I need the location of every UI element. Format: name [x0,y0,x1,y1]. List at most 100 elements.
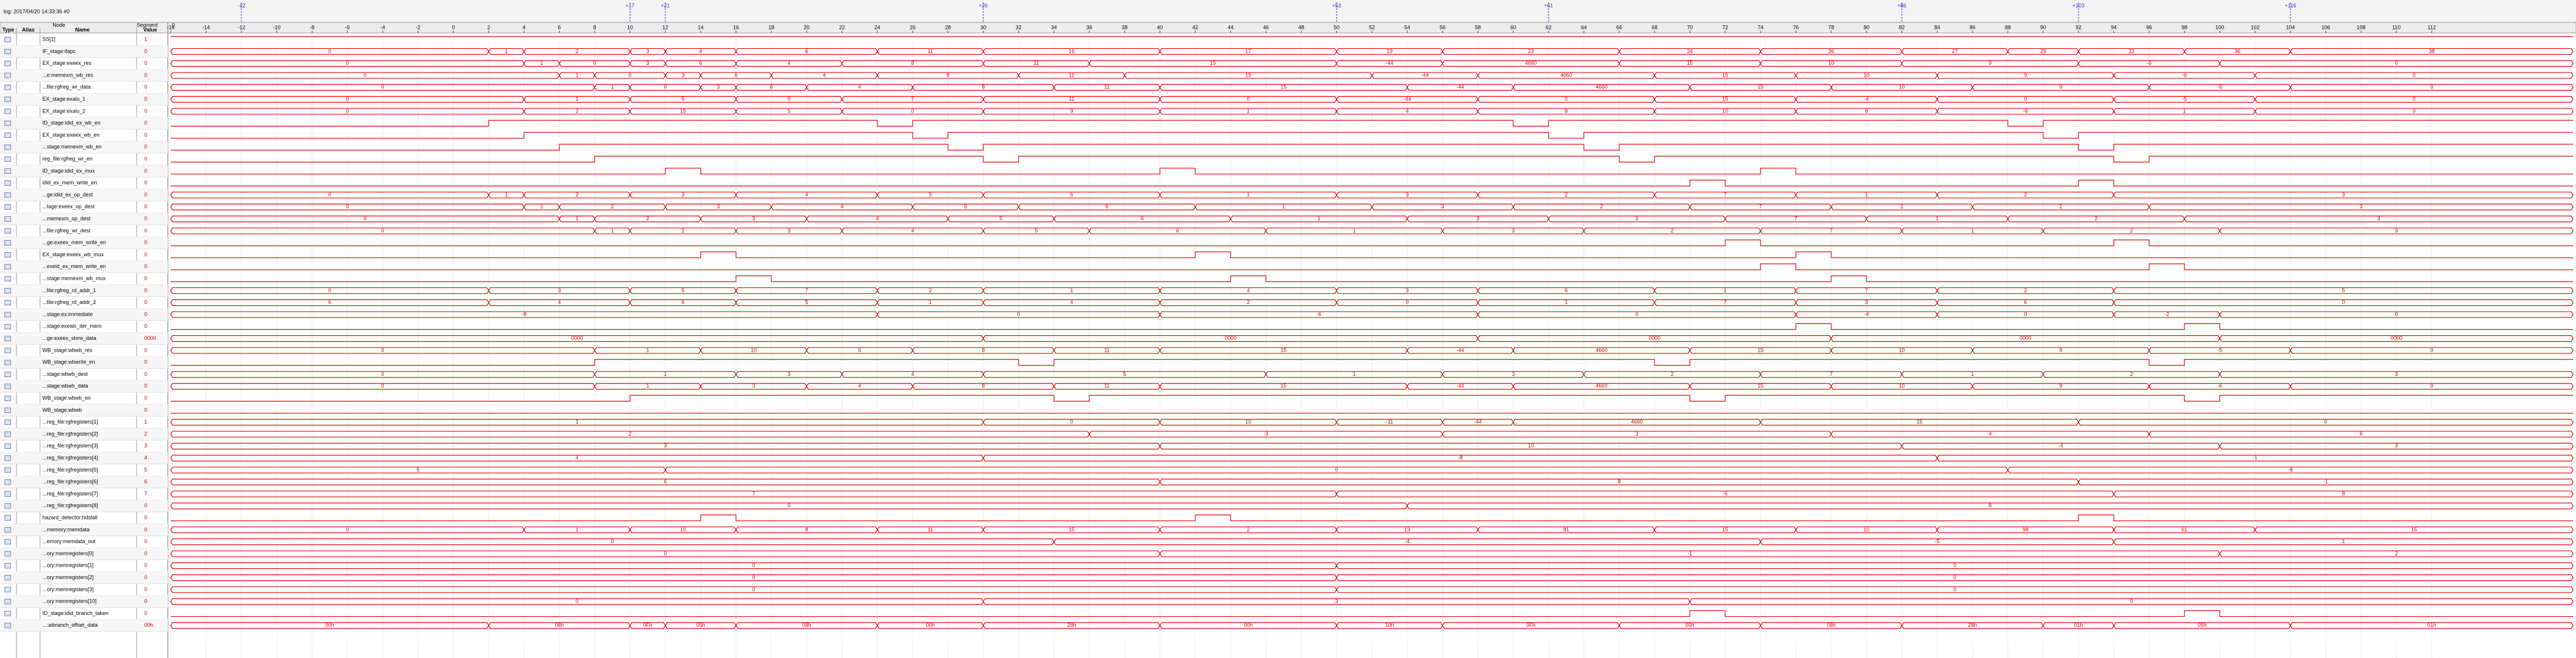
bus-value: 5 [929,191,931,197]
bus-value: 4 [823,72,825,78]
bus-value: 1 [540,60,543,66]
bus-value: 0 [752,586,755,592]
bus-value: 6 [805,48,808,54]
tick-label: 76 [1793,24,1799,30]
bus-value: 2 [1246,527,1249,533]
bus-value: 1 [1564,299,1567,305]
signal-value: 3 [144,443,147,449]
bus-segment [2255,96,2574,103]
bus-value: 1 [1723,287,1726,293]
bus-value: 15 [1917,419,1922,425]
bus-segment [2078,419,2574,426]
tick-label: 8 [593,24,596,30]
bus-value: -5 [1935,538,1940,544]
tick-label: 40 [1157,24,1163,30]
bus-value: 0000 [1225,335,1236,341]
type-icon [4,575,11,581]
bus-value: 0 [2395,311,2398,317]
tick-label: -12 [237,24,245,30]
bus-value: 10 [1899,84,1905,90]
bus-value: 6 [699,60,702,66]
bus-value: 00h [1685,622,1694,628]
signal-name: ID_stage:idid_ex_wb_en [42,120,101,126]
type-icon [4,72,11,78]
bus-value: -1 [2253,455,2257,461]
bit-trace [171,610,2573,617]
tick-label: 28 [945,24,951,30]
bus-value: 2 [575,108,578,114]
node-header: Node [52,22,65,28]
signal-name: ...stage:wbwb_dest [42,371,88,377]
signal-value: 0 [144,550,147,556]
signal-name: ...ge:idid_ex_op_dest [42,191,93,197]
tick-label: 50 [1334,24,1340,30]
bus-value: 1 [611,84,614,90]
bus-segment [2219,335,2574,342]
tick-label: 52 [1369,24,1375,30]
tick-label: 102 [2250,24,2259,30]
type-icon [4,348,11,353]
signal-value: 0 [144,180,147,186]
bus-value: 32 [2129,48,2134,54]
signal-value: 0 [144,287,147,293]
signal-name: EX_stage:exalu_2 [42,108,85,114]
bus-value: 0 [2342,299,2345,305]
bus-value: 1 [1971,227,1974,233]
bus-segment [2113,490,2574,498]
bus-value: 2 [628,431,631,437]
bus-value: 0 [1246,96,1249,102]
signal-name: ...reg_file:rgfregisters[3] [42,443,98,449]
signal-name: ...file:rgfreg_wr_data [42,84,91,90]
signal-name: ...reg_file:rgfregisters[4] [42,455,98,461]
bus-value: 3 [752,383,755,389]
tick-label: 70 [1687,24,1693,30]
bus-value: 15 [1210,60,1216,66]
toolbar [0,0,2576,22]
bus-value: 10 [1245,419,1251,425]
bus-segment [2290,383,2574,390]
tick-label: 62 [1546,24,1551,30]
signal-value: 5 [144,467,147,472]
type-icon [4,515,11,521]
signal-value: 0 [144,48,147,54]
bus-value: 5 [681,287,684,293]
bus-value: 3 [787,227,790,233]
type-icon [4,264,11,270]
type-icon [4,551,11,557]
bus-segment [2219,311,2574,318]
bus-value: 1 [1246,108,1249,114]
bus-value: 4 [699,48,702,54]
bus-value: 10 [1899,383,1905,389]
bus-value: -44 [1385,60,1393,66]
bus-value: 0 [1564,96,1567,102]
bus-value: 4 [787,60,790,66]
bus-value: 3 [787,371,790,377]
bus-value: 6 [858,347,861,353]
type-icon [4,287,11,293]
signal-name: ...reg_file:rgfregisters[2] [42,431,98,437]
type-icon [4,216,11,222]
tick-label: 56 [1440,24,1446,30]
bus-value: 1 [1317,216,1320,221]
row-stripe [0,452,168,464]
bus-value: 5 [416,467,419,472]
signal-value: 0 [144,84,147,90]
row-stripe [0,524,168,536]
signal-name: ...ory:memregisters[3] [42,586,94,592]
tick-label: 110 [2392,24,2401,30]
tick-label: 104 [2286,24,2295,30]
bus-value: 0000 [1649,335,1660,341]
bus-value: -6 [2217,84,2222,90]
row-stripe [0,332,168,345]
type-icon [4,168,11,174]
bus-value: 98 [2023,527,2028,533]
bus-value: 11 [927,48,933,54]
bus-value: 9 [2059,84,2062,90]
marker-label: +86 [1897,2,1906,8]
signal-name: ...ory:memregisters[10] [42,599,97,604]
tick-label: 72 [1722,24,1728,30]
type-icon [4,395,11,401]
bus-value: 1 [1971,371,1974,377]
bus-value: 1 [575,527,578,533]
bus-value: 6 [328,299,331,305]
